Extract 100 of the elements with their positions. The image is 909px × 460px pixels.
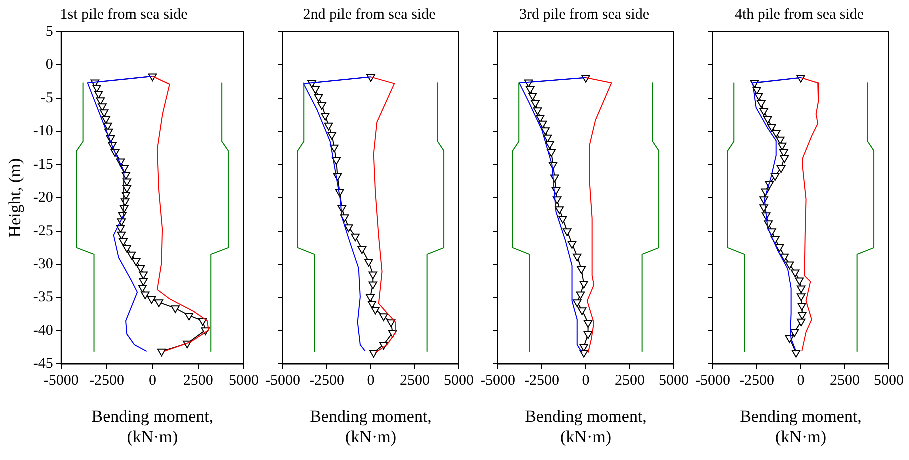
point (531, 100, 540, 108)
point (757, 100, 766, 108)
x-tick-label: 2500 (183, 373, 214, 390)
y-tick-label: -15 (33, 156, 54, 173)
point (770, 173, 780, 182)
x-tick-label: -5000 (266, 373, 300, 390)
point (584, 332, 593, 340)
x-tick-label: -2500 (310, 373, 344, 390)
y-tick-label: -35 (33, 290, 54, 306)
x-tick-label: 2500 (615, 373, 645, 390)
x-tick-label: -2500 (90, 373, 125, 390)
x-tick-label: 5000 (659, 373, 689, 390)
x-tick-label: -5000 (696, 373, 730, 390)
point (340, 214, 350, 222)
point (576, 292, 586, 300)
point (580, 350, 588, 358)
x-tick-label: 0 (797, 373, 805, 390)
point (796, 294, 806, 302)
point (371, 306, 380, 315)
point (578, 308, 587, 316)
point (311, 86, 320, 94)
point (369, 350, 378, 358)
point (328, 132, 336, 140)
point (776, 165, 786, 174)
x-tick-label: 5000 (444, 373, 474, 390)
point (792, 350, 801, 358)
point (546, 142, 554, 150)
point (171, 306, 180, 314)
point (790, 270, 800, 278)
point (132, 258, 141, 266)
y-tick-label: -25 (33, 223, 54, 240)
point (122, 245, 132, 253)
point (138, 285, 148, 293)
point (379, 314, 388, 322)
chart-title: 2nd pile from sea side (303, 6, 436, 23)
point (538, 120, 548, 129)
point (577, 266, 586, 274)
y-tick-label: -40 (33, 322, 54, 339)
point (122, 178, 132, 186)
point (184, 312, 194, 321)
point (364, 259, 374, 267)
y-tick-label: -45 (33, 356, 54, 372)
point (344, 224, 354, 232)
y-tick-label: -20 (33, 190, 54, 206)
point (140, 292, 150, 300)
point (555, 206, 564, 214)
x-axis-title: Bending moment, (kN·m) (92, 406, 214, 446)
point (780, 254, 790, 262)
point (780, 155, 790, 164)
point (318, 102, 326, 110)
x-tick-label: 2500 (400, 373, 430, 390)
point (157, 348, 166, 357)
point (760, 108, 768, 116)
point (386, 320, 396, 328)
y-axis-title: Height, (m) (6, 158, 25, 238)
point (568, 241, 577, 249)
point (100, 110, 109, 118)
chart-title: 1st pile from sea side (60, 6, 188, 23)
point (147, 296, 156, 304)
x-axis-title: Bending moment, (kN·m) (525, 406, 647, 446)
chart-title: 3rd pile from sea side (520, 6, 650, 23)
x-tick-label: 5000 (229, 373, 259, 390)
point (547, 150, 556, 158)
point (127, 252, 136, 260)
x-tick-label: -5000 (44, 373, 79, 390)
point (790, 330, 800, 338)
point (558, 216, 568, 224)
point (330, 144, 339, 153)
point (772, 130, 781, 138)
x-tick-label: -5000 (480, 373, 516, 390)
point (796, 286, 806, 294)
point (119, 238, 128, 246)
point (754, 93, 764, 101)
x-tick-label: 2500 (830, 373, 860, 390)
point (533, 108, 542, 116)
point (368, 300, 377, 309)
x-tick-label: 5000 (874, 373, 904, 390)
point (136, 265, 146, 273)
y-tick-label: 5 (46, 24, 54, 40)
point (584, 320, 593, 328)
x-axis-title: Bending moment, (kN·m) (740, 406, 862, 446)
point (116, 225, 126, 233)
point (572, 300, 582, 308)
point (332, 157, 341, 166)
y-tick-label: -5 (40, 90, 54, 106)
point (314, 94, 324, 102)
point (795, 278, 804, 286)
y-tick-label: 0 (46, 57, 54, 74)
chart-title: 4th pile from sea side (734, 6, 864, 23)
point (768, 124, 776, 132)
point (324, 122, 334, 131)
point (94, 91, 104, 99)
point (580, 281, 588, 289)
point (368, 282, 378, 290)
x-tick-label: -2500 (740, 373, 774, 390)
point (764, 116, 772, 124)
x-tick-label: 0 (148, 373, 156, 390)
point (368, 272, 378, 280)
point (541, 128, 550, 136)
x-tick-label: -2500 (524, 373, 560, 390)
